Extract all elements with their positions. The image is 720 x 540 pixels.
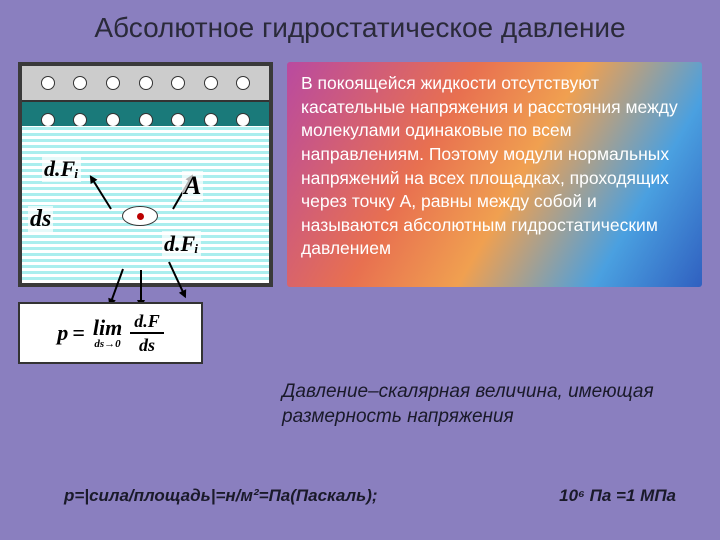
water-region [22, 126, 269, 283]
label-dFi-bottom: d.Fᵢ [162, 231, 201, 257]
description-text: В покоящейся жидкости отсутствуют касате… [287, 62, 702, 287]
page-title: Абсолютное гидростатическое давление [0, 0, 720, 44]
formula-eq: = [72, 320, 85, 346]
formula-p: p [57, 320, 68, 346]
pressure-formula: p = lim ds→0 d.F ds [18, 302, 203, 364]
force-arrow [140, 270, 142, 306]
label-A: A [182, 171, 203, 201]
formula-fraction: d.F ds [130, 312, 164, 354]
bottom-row: р=|сила/площадь|=н/м²=Па(Паскаль); 10⁶ П… [0, 486, 720, 506]
label-dFi-top: d.Fᵢ [42, 156, 81, 182]
content-row: d.Fᵢ A ds d.Fᵢ В покоящейся жидкости отс… [0, 62, 720, 287]
molecule-row-top [22, 76, 269, 90]
molecule-row-surface [22, 113, 269, 127]
particle-element [122, 206, 158, 226]
pressure-diagram: d.Fᵢ A ds d.Fᵢ [18, 62, 273, 287]
units-right: 10⁶ Па =1 МПа [559, 486, 676, 506]
label-ds: ds [28, 206, 53, 233]
subtitle-text: Давление–скалярная величина, имеющая раз… [282, 380, 720, 429]
formula-lim: lim ds→0 [93, 317, 122, 350]
units-left: р=|сила/площадь|=н/м²=Па(Паскаль); [64, 486, 378, 506]
